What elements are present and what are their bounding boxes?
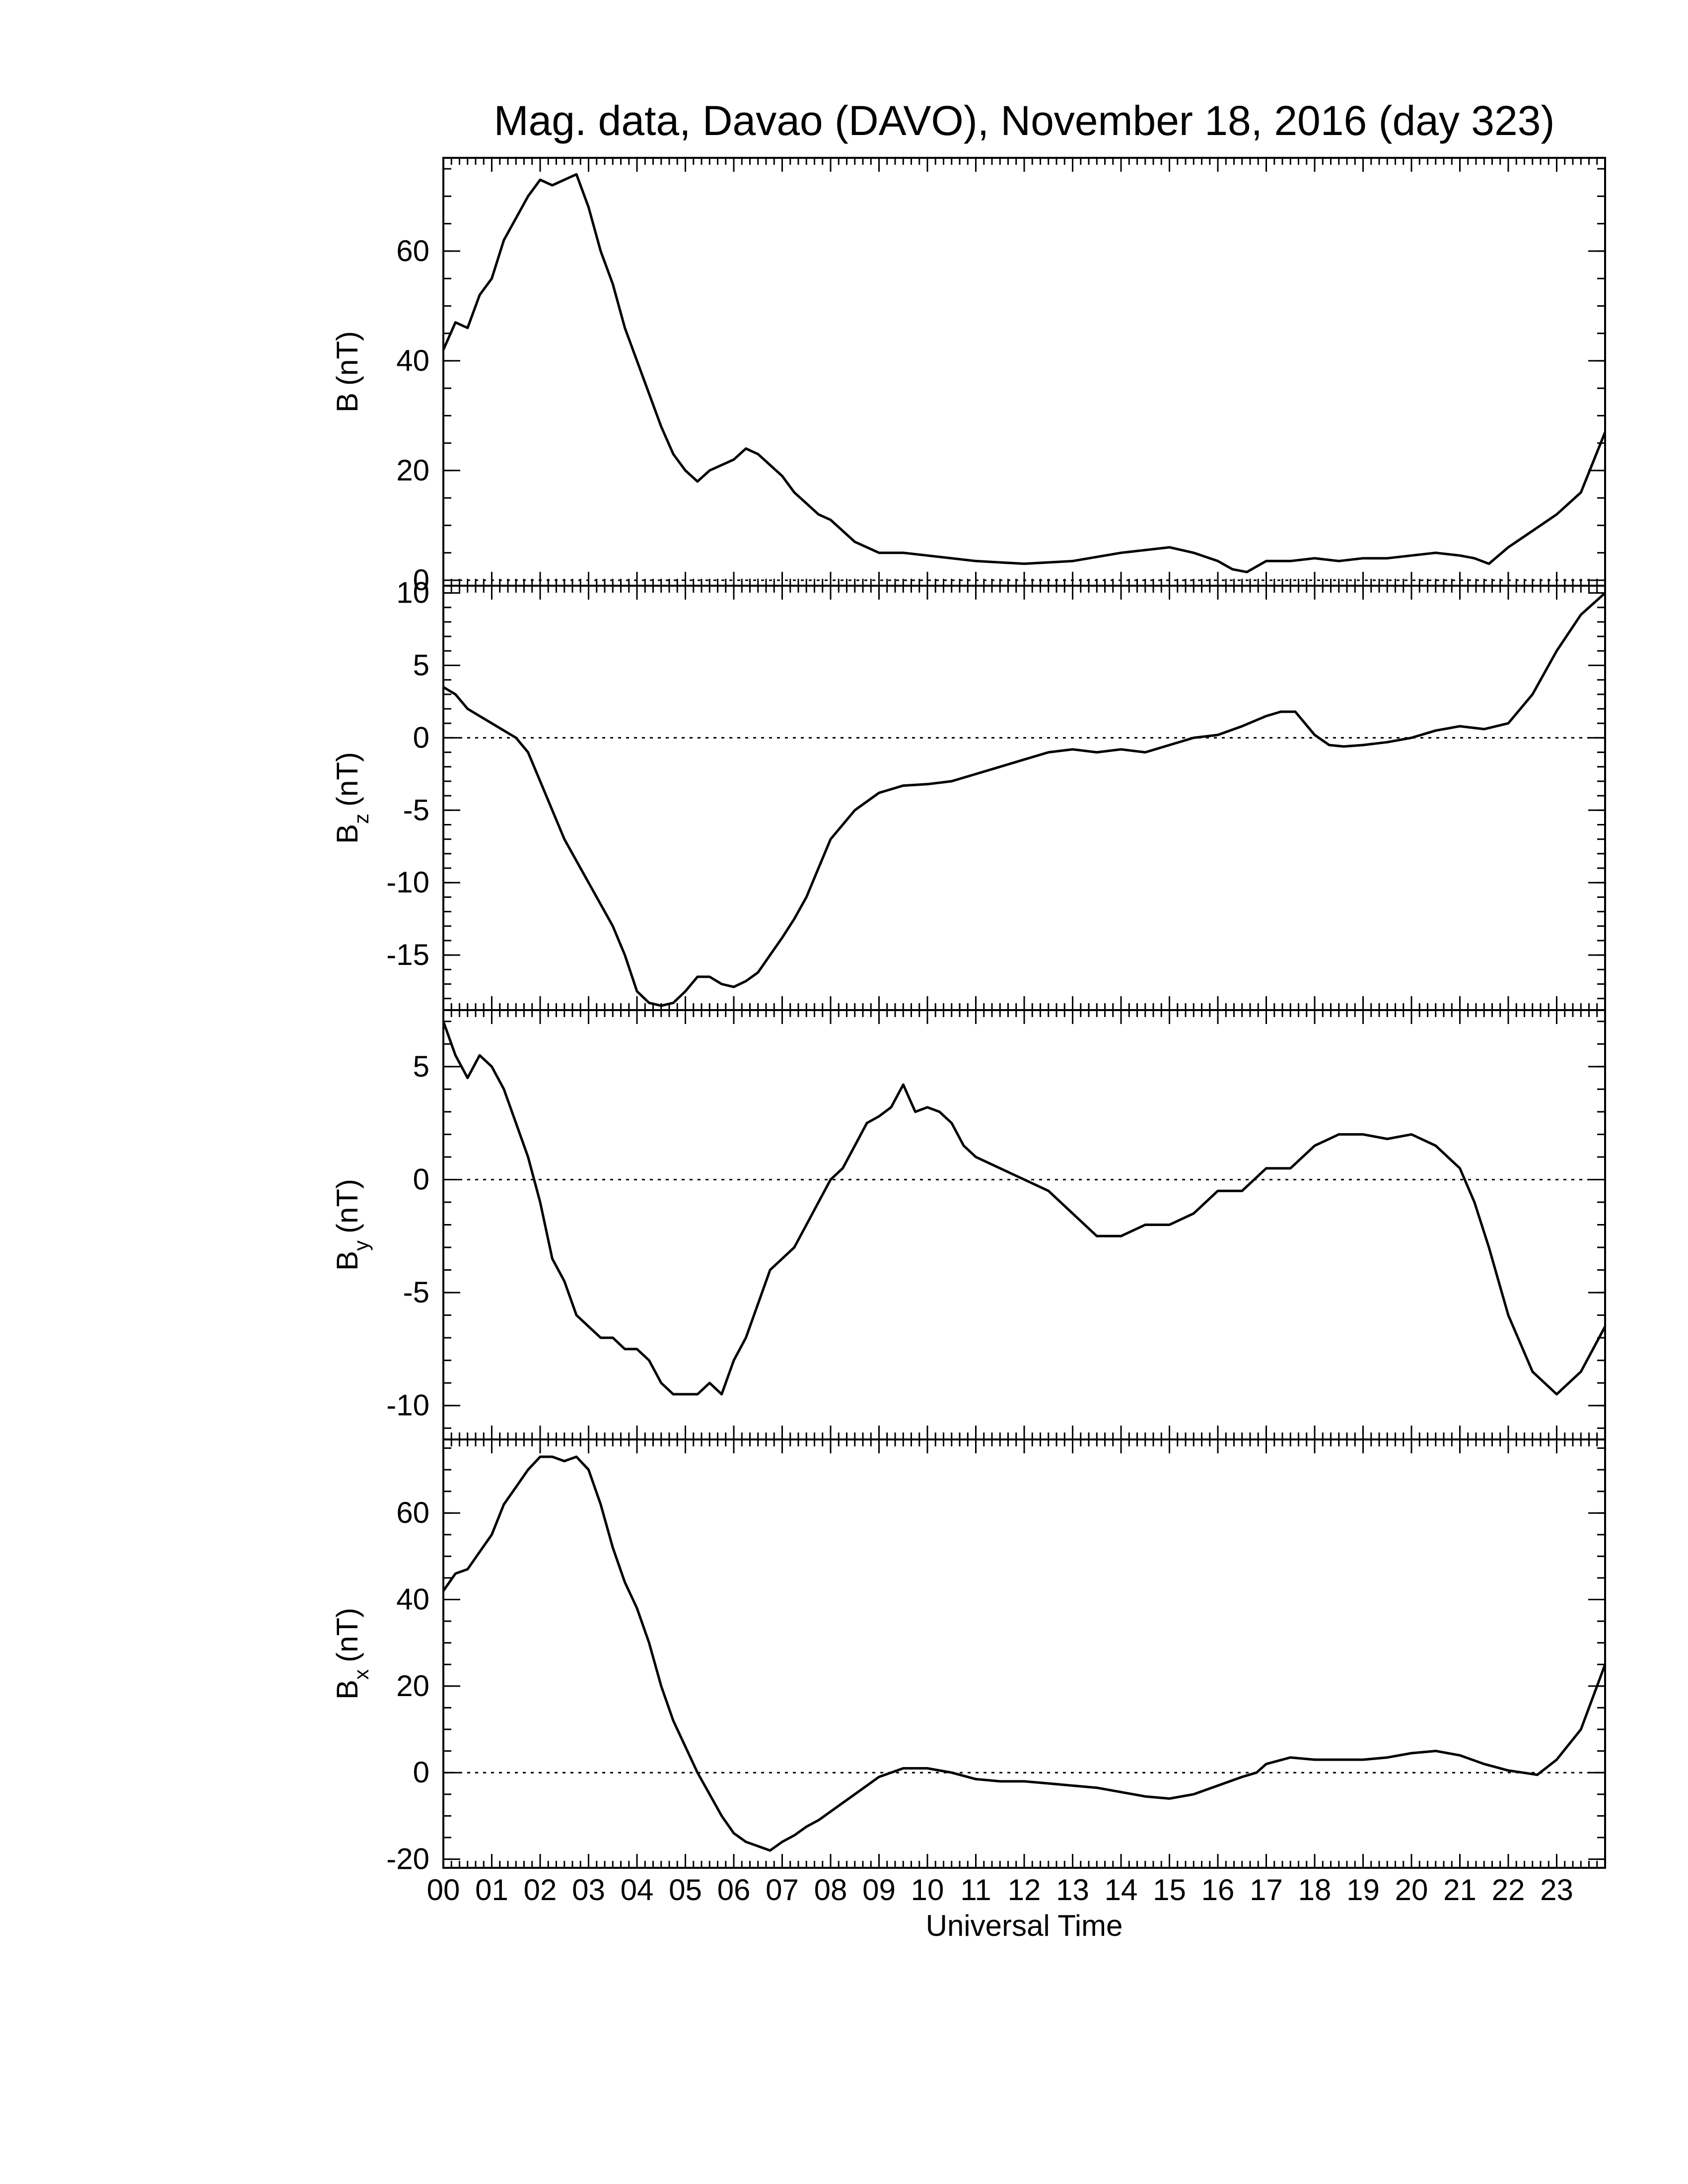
x-tick-label: 08 — [814, 1873, 847, 1907]
y-tick-label: 0 — [413, 721, 429, 754]
series-line-bz — [442, 592, 1606, 1007]
x-axis-label: Universal Time — [926, 1909, 1123, 1942]
x-tick-label: 16 — [1201, 1873, 1235, 1907]
y-axis-label-main: B — [331, 1251, 364, 1271]
x-tick-label: 13 — [1056, 1873, 1089, 1907]
series-line-by — [442, 1021, 1607, 1396]
x-tick-label: 07 — [766, 1873, 799, 1907]
y-tick-label: 5 — [413, 1050, 429, 1083]
x-tick-label: 09 — [862, 1873, 896, 1907]
x-tick-label: 14 — [1105, 1873, 1138, 1907]
y-axis-label-main: B — [331, 1680, 364, 1700]
x-tick-label: 05 — [669, 1873, 702, 1907]
x-tick-label: 11 — [960, 1873, 991, 1907]
y-tick-label: 0 — [413, 1756, 429, 1789]
y-axis-label-unit: (nT) — [331, 1608, 364, 1662]
y-tick-label: 20 — [396, 1669, 429, 1703]
panel-bz: -15 -10 -5 0 5 10 Bz (nT) — [331, 576, 1606, 1011]
x-tick-label: 22 — [1492, 1873, 1525, 1907]
y-axis-label-b: B (nT) — [331, 331, 364, 412]
y-axis-label-unit: (nT) — [331, 752, 364, 807]
panel-bx: -20 0 20 40 60 Bx (nT) — [331, 1438, 1607, 1876]
y-axis-label-by: By (nT) — [331, 1179, 373, 1271]
x-tick-label: 04 — [621, 1873, 654, 1907]
y-tick-label: -10 — [386, 866, 429, 899]
y-axis-label-subscript: y — [350, 1240, 373, 1251]
y-tick-label: 0 — [413, 1162, 429, 1196]
y-axis-label-unit: (nT) — [331, 1179, 364, 1233]
series-line-b — [442, 173, 1607, 573]
x-tick-label: 21 — [1443, 1873, 1477, 1907]
y-axis-label-subscript: x — [350, 1669, 373, 1680]
x-tick-label: 15 — [1153, 1873, 1186, 1907]
y-axis-label-subscript: z — [350, 814, 373, 824]
y-tick-label: 20 — [396, 454, 429, 487]
plot-frame — [442, 1009, 1606, 1440]
x-tick-label: 01 — [475, 1873, 508, 1907]
x-tick-label: 06 — [717, 1873, 751, 1907]
y-tick-label: -20 — [386, 1843, 429, 1876]
series-line-bx — [442, 1455, 1607, 1852]
panel-b: 0 20 40 60 B (nT) — [331, 157, 1607, 597]
y-axis-label-main: B — [331, 824, 364, 844]
x-tick-labels: 00 01 02 03 04 05 06 07 08 09 10 11 12 13 14 15 16 17 18 19… — [427, 1873, 1573, 1907]
x-tick-label: 03 — [572, 1873, 605, 1907]
y-axis-label-main: B — [331, 393, 364, 412]
y-tick-label: 40 — [396, 344, 429, 377]
y-tick-label: -5 — [403, 1276, 429, 1309]
x-tick-label: 00 — [427, 1873, 460, 1907]
x-tick-label: 19 — [1346, 1873, 1380, 1907]
y-tick-label: -15 — [386, 938, 429, 971]
y-tick-label: 40 — [396, 1583, 429, 1616]
panel-by: -10 -5 0 5 By (nT) — [331, 1009, 1607, 1440]
plot-frame — [442, 585, 1606, 1011]
x-tick-label: 18 — [1298, 1873, 1332, 1907]
chart-title: Mag. data, Davao (DAVO), November 18, 20… — [494, 97, 1555, 144]
x-tick-label: 20 — [1395, 1873, 1428, 1907]
x-tick-label: 02 — [524, 1873, 557, 1907]
y-tick-label: 60 — [396, 1496, 429, 1529]
x-tick-label: 17 — [1250, 1873, 1283, 1907]
y-tick-label: 60 — [396, 234, 429, 268]
y-axis-label-unit: (nT) — [331, 331, 364, 386]
x-tick-label: 10 — [911, 1873, 944, 1907]
y-tick-label: -5 — [403, 793, 429, 826]
x-tick-label: 23 — [1540, 1873, 1573, 1907]
y-tick-label: 0 — [413, 563, 429, 597]
plot-frame — [442, 1438, 1606, 1869]
panels-group: 0 20 40 60 B (nT) -15 -10 -5 0 5 10 Bz (nT) -10 -5 0 5 By (… — [331, 157, 1607, 1876]
y-tick-label: -10 — [386, 1389, 429, 1422]
y-axis-label-bx: Bx (nT) — [331, 1608, 373, 1700]
y-axis-label-bz: Bz (nT) — [331, 752, 373, 844]
y-tick-label: 10 — [396, 576, 429, 610]
y-tick-label: 5 — [413, 648, 429, 682]
plot-frame — [442, 157, 1606, 587]
x-tick-label: 12 — [1008, 1873, 1041, 1907]
